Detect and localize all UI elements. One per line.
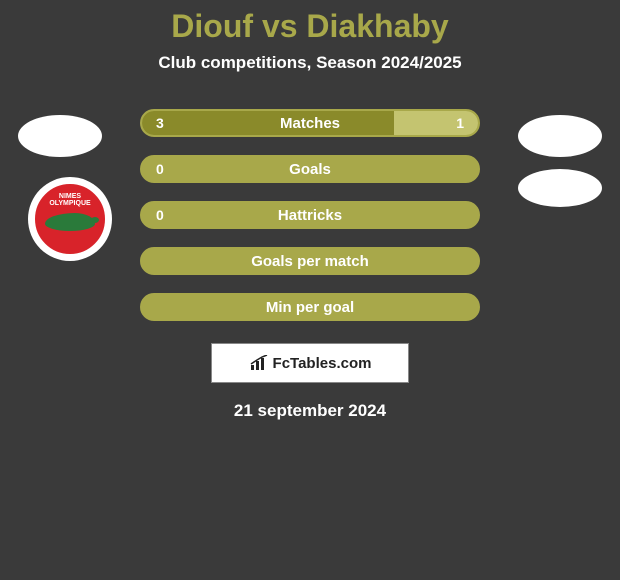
- player-left-avatar: [18, 115, 102, 157]
- page-title: Diouf vs Diakhaby: [0, 8, 620, 45]
- club-name-line1: NIMES: [59, 193, 81, 200]
- subtitle: Club competitions, Season 2024/2025: [0, 53, 620, 73]
- stat-bar: Hattricks0: [140, 201, 480, 229]
- brand-text: FcTables.com: [273, 355, 372, 372]
- stat-label: Goals: [142, 161, 478, 178]
- club-badge-text: NIMES OLYMPIQUE: [49, 193, 90, 207]
- stat-bar: Matches3 1: [140, 109, 480, 137]
- player-right-club-avatar: [518, 169, 602, 207]
- stat-value-left: 0: [156, 207, 164, 223]
- brand-attribution: FcTables.com: [211, 343, 409, 383]
- stat-label: Min per goal: [142, 299, 478, 316]
- stat-label: Matches: [142, 115, 478, 132]
- stat-value-right: 1: [456, 115, 464, 131]
- player-left-club-badge: NIMES OLYMPIQUE: [28, 177, 112, 261]
- stat-bar: Goals per match: [140, 247, 480, 275]
- stat-bar: Min per goal: [140, 293, 480, 321]
- player-right-avatar: [518, 115, 602, 157]
- chart-icon: [249, 355, 269, 371]
- stat-value-left: 0: [156, 161, 164, 177]
- stat-bars: Matches31Goals0Hattricks0Goals per match…: [140, 109, 480, 321]
- stats-area: NIMES OLYMPIQUE Matches31Goals0Hattricks…: [0, 109, 620, 321]
- stat-value-left: 3: [156, 115, 164, 131]
- stat-label: Hattricks: [142, 207, 478, 224]
- stat-label: Goals per match: [142, 253, 478, 270]
- stat-bar: Goals0: [140, 155, 480, 183]
- date-text: 21 september 2024: [0, 401, 620, 421]
- club-badge-inner: NIMES OLYMPIQUE: [35, 184, 105, 254]
- comparison-infographic: Diouf vs Diakhaby Club competitions, Sea…: [0, 0, 620, 421]
- club-badge-croc-icon: [45, 213, 95, 231]
- club-name-line2: OLYMPIQUE: [49, 200, 90, 207]
